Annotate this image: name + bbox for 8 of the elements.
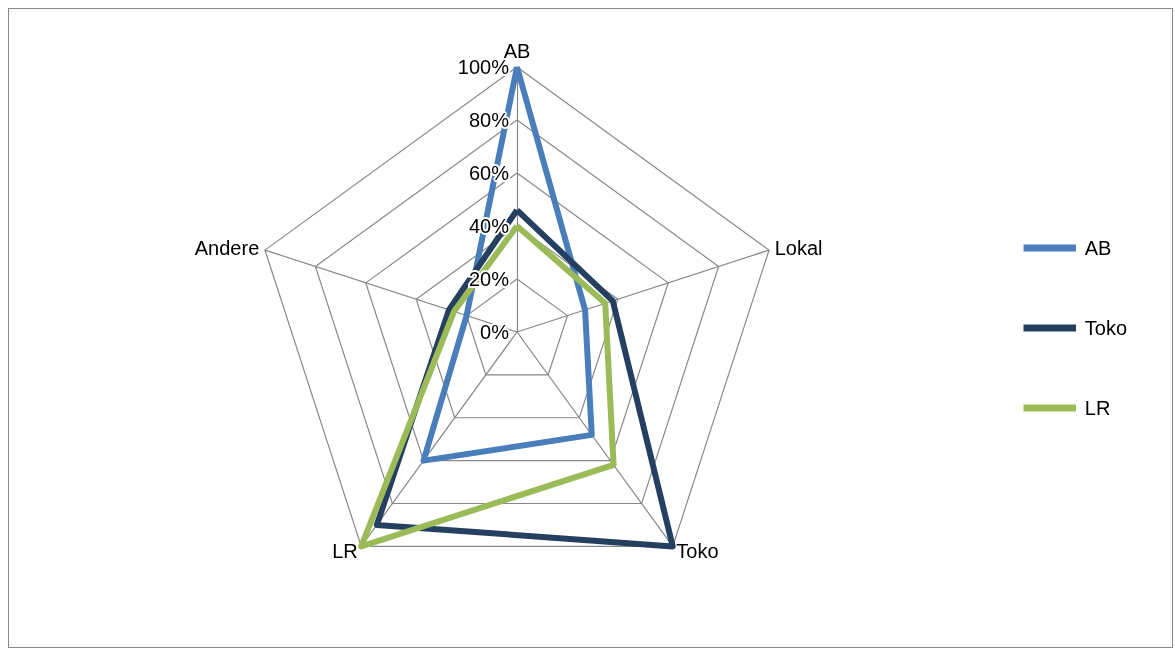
spoke-label: LR — [332, 540, 358, 563]
spoke-label: Andere — [194, 237, 260, 260]
spoke-label: Lokal — [774, 237, 823, 260]
y-tick-label: 0% — [480, 321, 510, 343]
spoke-label: Toko — [676, 540, 719, 563]
legend-label: AB — [1084, 237, 1112, 259]
legend-label: LR — [1084, 397, 1111, 419]
legend-label: Toko — [1084, 317, 1127, 339]
